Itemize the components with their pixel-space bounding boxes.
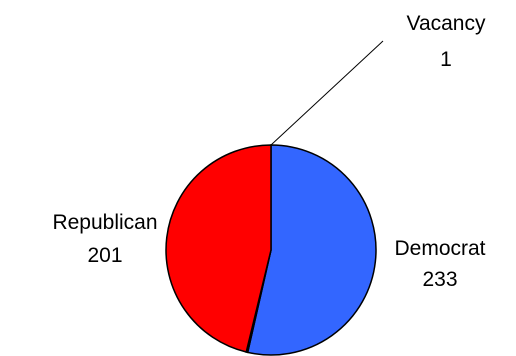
slice-label-democrat: Democrat (394, 237, 485, 260)
slice-value-republican: 201 (87, 244, 122, 267)
pie-slices (165, 144, 377, 356)
pie-slice-democrat (246, 144, 377, 356)
slice-value-democrat: 233 (422, 268, 457, 291)
slice-label-vacancy: Vacancy (407, 12, 486, 35)
slice-value-vacancy: 1 (440, 48, 452, 71)
slice-label-republican: Republican (52, 211, 157, 234)
slice-labels: Democrat 233 Vacancy 1 Republican 201 (52, 12, 486, 291)
pie-slice-republican (165, 144, 272, 353)
vacancy-leader-line (270, 40, 384, 146)
